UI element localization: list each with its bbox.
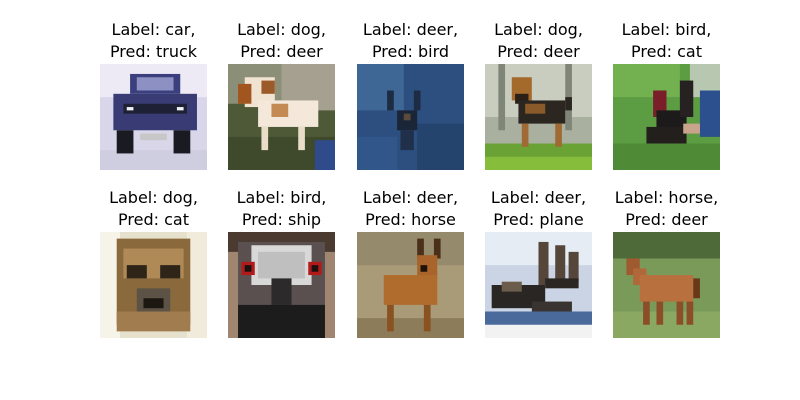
cell-caption: Label: bird, Pred: ship — [208, 187, 355, 231]
true-label: Label: deer, — [490, 188, 587, 207]
true-label: Label: deer, — [362, 188, 459, 207]
predicted-label: Pred: deer — [497, 42, 580, 61]
predicted-label: Pred: truck — [109, 42, 198, 61]
predicted-label: Pred: cat — [118, 210, 189, 229]
dog-image — [100, 232, 207, 338]
predicted-label: Pred: deer — [240, 42, 323, 61]
deer-image — [485, 232, 592, 338]
cell-caption: Label: dog, Pred: deer — [208, 19, 355, 63]
grid-cell: Label: bird, Pred: cat — [613, 19, 720, 171]
true-label: Label: car, — [111, 20, 196, 39]
deer-image — [357, 64, 464, 170]
dog-image — [485, 64, 592, 170]
cell-caption: Label: deer, Pred: bird — [337, 19, 484, 63]
true-label: Label: horse, — [614, 188, 719, 207]
predicted-label: Pred: deer — [625, 210, 708, 229]
grid-cell: Label: dog, Pred: deer — [228, 19, 335, 171]
cell-caption: Label: deer, Pred: plane — [465, 187, 612, 231]
grid-cell: Label: dog, Pred: cat — [100, 187, 207, 339]
deer-image — [357, 232, 464, 338]
true-label: Label: dog, — [494, 20, 583, 39]
true-label: Label: dog, — [109, 188, 198, 207]
grid-cell: Label: deer, Pred: plane — [485, 187, 592, 339]
true-label: Label: deer, — [362, 20, 459, 39]
cell-caption: Label: bird, Pred: cat — [593, 19, 740, 63]
true-label: Label: dog, — [237, 20, 326, 39]
predicted-label: Pred: plane — [493, 210, 584, 229]
true-label: Label: bird, — [236, 188, 327, 207]
horse-image — [613, 232, 720, 338]
grid-cell: Label: horse, Pred: deer — [613, 187, 720, 339]
predicted-label: Pred: bird — [371, 42, 450, 61]
car-image — [100, 64, 207, 170]
dog-image — [228, 64, 335, 170]
cell-caption: Label: car, Pred: truck — [80, 19, 227, 63]
cell-caption: Label: dog, Pred: deer — [465, 19, 612, 63]
grid-cell: Label: bird, Pred: ship — [228, 187, 335, 339]
grid-cell: Label: car, Pred: truck — [100, 19, 207, 171]
predicted-label: Pred: horse — [365, 210, 456, 229]
bird-image — [228, 232, 335, 338]
cell-caption: Label: deer, Pred: horse — [337, 187, 484, 231]
bird-image — [613, 64, 720, 170]
predicted-label: Pred: cat — [631, 42, 702, 61]
true-label: Label: bird, — [621, 20, 712, 39]
predicted-label: Pred: ship — [241, 210, 322, 229]
grid-cell: Label: deer, Pred: horse — [357, 187, 464, 339]
cell-caption: Label: dog, Pred: cat — [80, 187, 227, 231]
grid-cell: Label: deer, Pred: bird — [357, 19, 464, 171]
grid-cell: Label: dog, Pred: deer — [485, 19, 592, 171]
cell-caption: Label: horse, Pred: deer — [593, 187, 740, 231]
